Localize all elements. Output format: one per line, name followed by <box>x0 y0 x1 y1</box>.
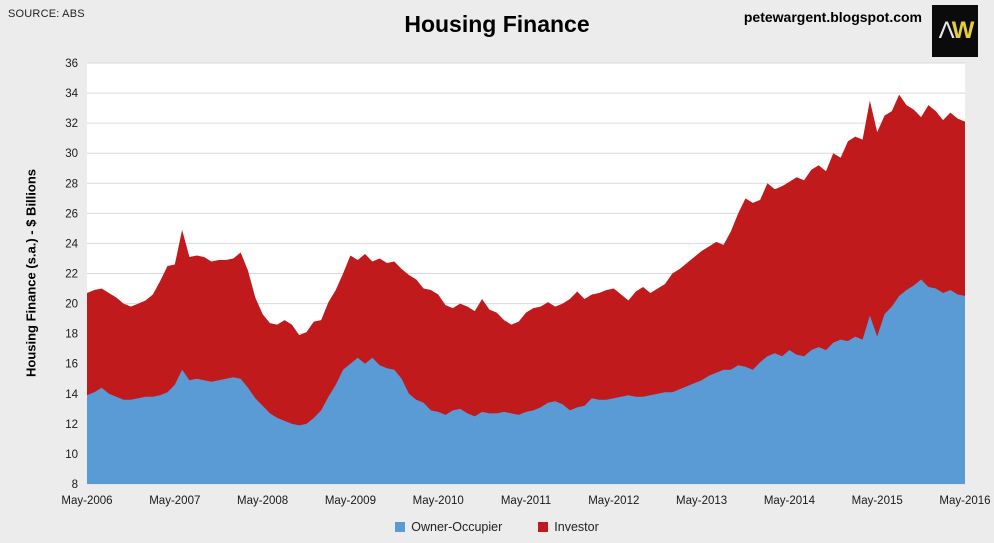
legend-item-investor: Investor <box>538 520 599 534</box>
chart-legend: Owner-Occupier Investor <box>0 520 994 534</box>
y-tick-label: 12 <box>65 419 78 431</box>
owner-occupier-swatch <box>395 522 406 532</box>
y-tick-label: 34 <box>65 88 78 100</box>
legend-item-owner-occupier: Owner-Occupier <box>395 520 502 534</box>
logo-letter-lambda: Λ <box>938 17 955 44</box>
x-tick-label: May-2007 <box>149 495 200 507</box>
y-tick-label: 24 <box>65 238 78 250</box>
y-tick-label: 16 <box>65 359 78 371</box>
x-tick-label: May-2012 <box>588 495 639 507</box>
source-label: SOURCE: ABS <box>8 8 85 20</box>
y-tick-label: 10 <box>65 449 78 461</box>
x-tick-label: May-2009 <box>325 495 376 507</box>
x-tick-label: May-2014 <box>764 495 816 507</box>
y-tick-label: 22 <box>65 269 78 281</box>
y-tick-label: 30 <box>65 148 78 160</box>
y-tick-label: 20 <box>65 299 78 311</box>
watermark-url: petewargent.blogspot.com <box>743 9 922 25</box>
y-tick-label: 8 <box>72 479 78 491</box>
legend-label-owner-occupier: Owner-Occupier <box>411 520 503 534</box>
owner-occupier-area <box>87 279 965 484</box>
x-tick-label: May-2006 <box>61 495 112 507</box>
x-tick-label: May-2013 <box>676 495 727 507</box>
x-tick-label: May-2010 <box>413 495 464 507</box>
chart-title: Housing Finance <box>404 11 590 37</box>
y-tick-label: 18 <box>65 329 78 341</box>
y-tick-label: 36 <box>65 58 78 70</box>
x-tick-label: May-2015 <box>852 495 903 507</box>
x-tick-label: May-2011 <box>501 495 551 507</box>
x-tick-label: May-2016 <box>939 495 990 507</box>
x-tick-label: May-2008 <box>237 495 288 507</box>
y-tick-label: 32 <box>65 118 78 130</box>
legend-label-investor: Investor <box>554 520 599 534</box>
investor-swatch <box>538 522 549 532</box>
y-tick-label: 28 <box>65 178 78 190</box>
y-tick-label: 14 <box>65 389 78 401</box>
logo-letter-w: W <box>951 17 975 44</box>
y-tick-label: 26 <box>65 208 78 220</box>
